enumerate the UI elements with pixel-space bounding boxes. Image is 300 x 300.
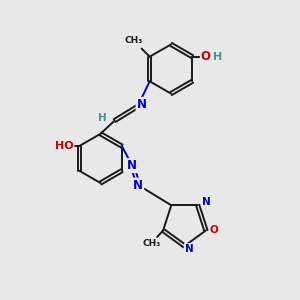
Text: H: H: [206, 52, 215, 62]
Text: N: N: [136, 98, 147, 111]
Text: N: N: [127, 159, 137, 172]
Text: CH₃: CH₃: [124, 36, 142, 45]
Text: N: N: [184, 244, 194, 254]
Text: CH₃: CH₃: [142, 238, 161, 247]
Text: HO: HO: [55, 141, 74, 151]
Text: H: H: [98, 112, 106, 123]
Text: N: N: [133, 178, 143, 192]
Text: O: O: [201, 50, 211, 63]
Text: O: O: [210, 226, 219, 236]
Text: N: N: [202, 197, 211, 207]
Text: H: H: [213, 52, 222, 62]
